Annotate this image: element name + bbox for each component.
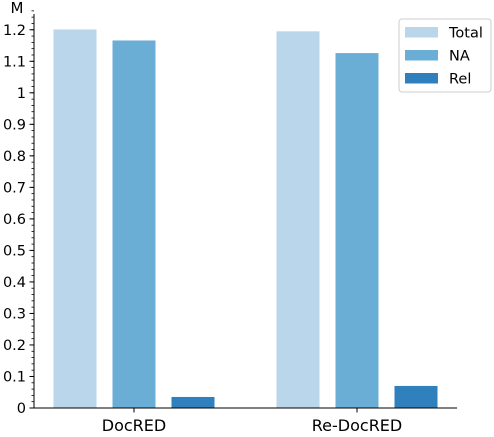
y-tick-label: 1.1 — [3, 54, 26, 70]
legend-swatch-rel — [405, 73, 438, 84]
legend: Total NA Rel — [398, 18, 492, 93]
y-tick-label: 0.8 — [3, 149, 26, 165]
legend-label-na: NA — [449, 49, 470, 65]
y-tick-label: 0 — [17, 401, 26, 417]
bars-layer — [53, 29, 438, 409]
legend-swatch-total — [405, 27, 438, 38]
y-tick-label: 0.5 — [3, 243, 26, 259]
bar-rel-docred — [171, 396, 215, 408]
bar-total-re-docred — [276, 31, 320, 409]
legend-label-total: Total — [448, 26, 483, 42]
legend-swatch-na — [405, 50, 438, 61]
bar-na-re-docred — [335, 53, 379, 408]
axes-layer: 0 0.1 0.2 0.3 0.4 0.5 0.6 0.7 0.8 0.9 1 1.1 1.2 M DocR… — [3, 0, 457, 435]
y-tick-label: 0.2 — [3, 338, 26, 354]
x-category-label: DocRED — [102, 416, 166, 432]
y-unit-label: M — [11, 0, 24, 17]
y-tick-label: 0.4 — [3, 275, 26, 291]
y-tick-label: 0.7 — [3, 180, 26, 196]
bar-total-docred — [53, 29, 97, 409]
bar-na-docred — [112, 40, 156, 408]
x-category-label: Re-DocRED — [312, 416, 402, 432]
y-tick-label: 0.1 — [3, 369, 26, 385]
y-tick-label: 0.9 — [3, 117, 26, 133]
y-tick-label: 1 — [17, 86, 26, 102]
bar-rel-re-docred — [394, 385, 438, 408]
legend-label-rel: Rel — [449, 72, 471, 88]
y-tick-label: 0.6 — [3, 212, 26, 228]
y-tick-label: 0.3 — [3, 306, 26, 322]
y-tick-label: 1.2 — [3, 23, 26, 39]
